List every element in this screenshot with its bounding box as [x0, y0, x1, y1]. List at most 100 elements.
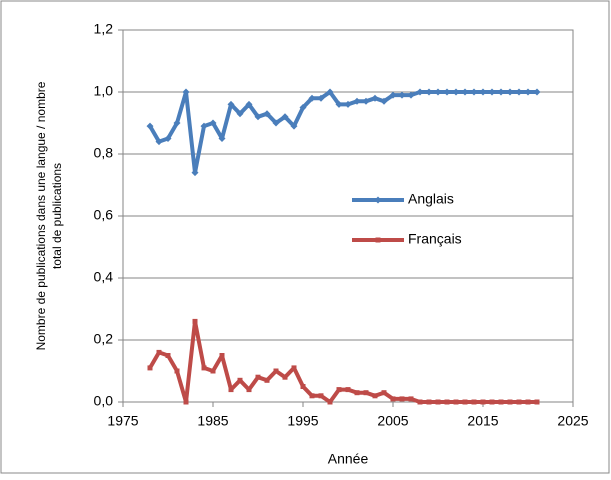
point-marker	[461, 88, 469, 96]
point-marker	[380, 97, 388, 105]
point-marker	[425, 88, 433, 96]
point-marker	[237, 377, 243, 383]
point-marker	[308, 94, 316, 102]
point-marker	[228, 387, 234, 393]
point-marker	[192, 318, 198, 324]
point-marker	[201, 365, 207, 371]
point-marker	[254, 113, 262, 121]
point-marker	[398, 91, 406, 99]
point-marker	[290, 122, 298, 130]
point-marker	[245, 100, 253, 108]
y-axis-label: Nombre de publications dans une langue /…	[34, 81, 48, 350]
point-marker	[389, 91, 397, 99]
point-marker	[300, 384, 306, 389]
point-marker	[173, 119, 181, 127]
point-marker	[362, 97, 370, 105]
point-marker	[471, 399, 477, 405]
y-tick-label: 0,6	[94, 207, 114, 223]
legend-label: Français	[408, 231, 462, 247]
point-marker	[515, 88, 523, 96]
point-marker	[435, 399, 441, 405]
point-marker	[336, 387, 342, 393]
point-marker	[335, 100, 343, 108]
point-marker	[155, 138, 163, 146]
point-marker	[299, 104, 307, 111]
point-marker	[444, 399, 450, 405]
plot-area	[122, 29, 574, 403]
point-marker	[507, 399, 513, 405]
point-marker	[498, 399, 504, 405]
point-marker	[399, 396, 405, 402]
point-marker	[183, 399, 189, 405]
point-marker	[219, 353, 225, 358]
point-marker	[426, 399, 432, 405]
point-marker	[327, 399, 333, 405]
point-marker	[534, 399, 540, 405]
x-tick-label: 1975	[107, 413, 138, 429]
point-marker	[497, 88, 505, 96]
legend-marker	[375, 237, 381, 243]
point-marker	[210, 368, 216, 374]
point-marker	[182, 88, 190, 96]
point-marker	[371, 94, 379, 102]
point-marker	[147, 365, 153, 371]
point-marker	[281, 113, 289, 121]
point-marker	[372, 393, 378, 399]
point-marker	[272, 119, 280, 127]
point-marker	[443, 88, 451, 96]
point-marker	[408, 396, 414, 402]
point-marker	[416, 88, 424, 96]
point-marker	[317, 94, 325, 102]
point-marker	[489, 399, 495, 405]
point-marker	[273, 368, 279, 374]
point-marker	[470, 88, 478, 96]
point-marker	[165, 353, 171, 358]
y-tick-label: 1,2	[94, 21, 114, 37]
y-tick-label: 0,4	[94, 269, 114, 285]
y-axis-label: total de publications	[50, 163, 64, 269]
point-marker	[174, 368, 180, 374]
point-marker	[524, 88, 532, 96]
point-marker	[263, 110, 271, 118]
point-marker	[191, 169, 199, 177]
point-marker	[488, 88, 496, 96]
point-marker	[227, 100, 235, 108]
x-tick-label: 2005	[377, 413, 408, 429]
point-marker	[353, 97, 361, 105]
x-axis-label: Année	[328, 451, 369, 467]
point-marker	[417, 399, 423, 405]
point-marker	[345, 387, 351, 393]
point-marker	[264, 377, 270, 383]
point-marker	[479, 88, 487, 96]
point-marker	[533, 88, 541, 96]
x-tick-label: 1985	[197, 413, 228, 429]
point-marker	[200, 122, 208, 130]
point-marker	[381, 390, 387, 396]
point-marker	[453, 399, 459, 405]
point-marker	[282, 374, 288, 380]
point-marker	[434, 88, 442, 96]
point-marker	[326, 88, 334, 96]
point-marker	[452, 88, 460, 96]
point-marker	[344, 100, 352, 108]
y-tick-label: 0,0	[94, 393, 114, 409]
point-marker	[291, 365, 297, 371]
point-marker	[363, 390, 369, 396]
point-marker	[164, 135, 172, 142]
x-tick-label: 1995	[287, 413, 318, 429]
point-marker	[236, 110, 244, 118]
y-tick-label: 0,2	[94, 331, 114, 347]
point-marker	[318, 393, 324, 399]
point-marker	[255, 374, 261, 380]
x-tick-label: 2025	[557, 413, 588, 429]
y-tick-label: 1,0	[94, 83, 114, 99]
point-marker	[462, 399, 468, 405]
y-tick-label: 0,8	[94, 145, 114, 161]
point-marker	[209, 119, 217, 127]
point-marker	[407, 91, 415, 99]
x-tick-label: 2015	[467, 413, 498, 429]
point-marker	[218, 135, 226, 142]
point-marker	[390, 396, 396, 402]
